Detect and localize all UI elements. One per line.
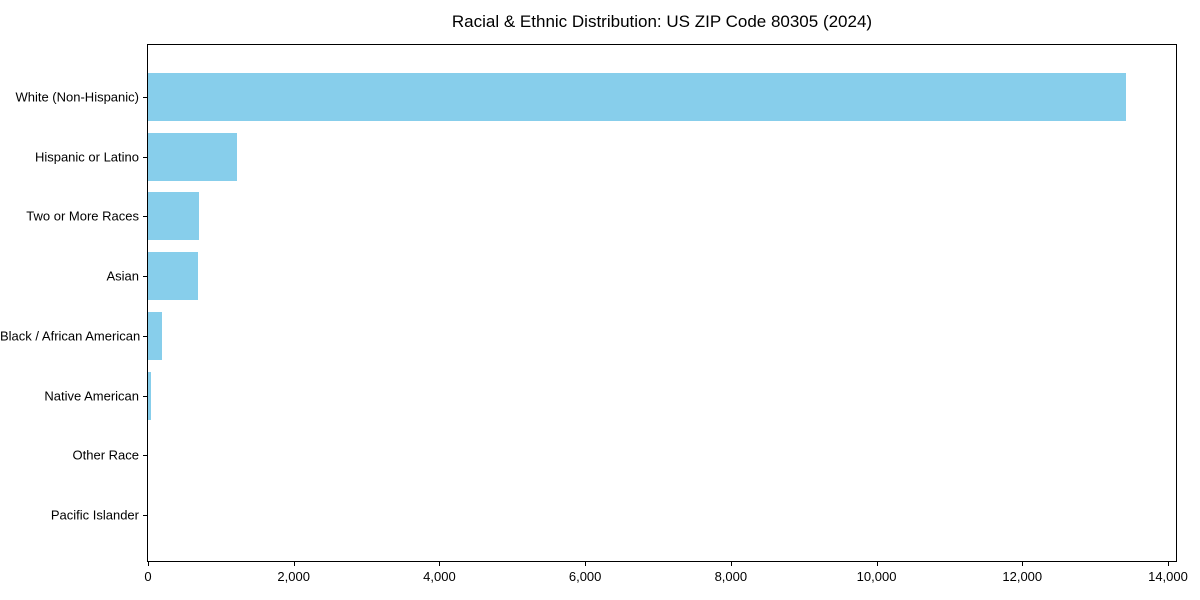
chart-title: Racial & Ethnic Distribution: US ZIP Cod…	[451, 12, 873, 31]
y-tick-label: Pacific Islander	[50, 507, 139, 523]
x-tick-label: 8,000	[714, 569, 748, 584]
y-tick-mark	[143, 97, 147, 98]
x-tick-label: 12,000	[1002, 569, 1043, 584]
y-tick-mark	[143, 216, 147, 218]
bar	[148, 311, 162, 360]
bar	[148, 73, 1127, 121]
x-tick-label: 2,000	[277, 569, 310, 584]
y-tick-label: Other Race	[72, 447, 139, 463]
x-tick-label: 6,000	[568, 569, 602, 584]
y-tick-label: Asian	[106, 268, 139, 284]
y-tick-mark	[143, 455, 147, 457]
x-tick-label: 14,000	[1148, 569, 1188, 584]
x-tick-mark	[148, 562, 149, 566]
x-tick-mark	[1022, 562, 1024, 566]
y-tick-label: White (Non-Hispanic)	[15, 89, 139, 105]
x-tick-mark	[876, 562, 878, 566]
bar	[148, 192, 200, 241]
plot-area	[147, 44, 1177, 562]
y-tick-label: Black / African American	[0, 328, 141, 344]
x-tick-mark	[293, 562, 295, 566]
y-tick-mark	[143, 276, 147, 278]
x-tick-mark	[1167, 562, 1169, 566]
x-tick-mark	[585, 562, 587, 566]
x-tick-mark	[439, 562, 441, 566]
y-tick-mark	[143, 335, 147, 337]
y-tick-mark	[143, 156, 147, 158]
bar	[148, 132, 238, 181]
x-tick-label: 4,000	[423, 569, 456, 584]
bar	[148, 252, 198, 301]
y-tick-label: Hispanic or Latino	[34, 149, 139, 165]
y-tick-label: Two or More Races	[26, 208, 139, 224]
y-tick-mark	[143, 395, 147, 397]
x-tick-label: 0	[144, 569, 152, 584]
x-tick-mark	[730, 562, 732, 566]
y-tick-mark	[143, 514, 147, 516]
y-tick-label: Native American	[44, 388, 139, 403]
x-tick-label: 10,000	[856, 569, 897, 584]
bar	[148, 371, 152, 420]
